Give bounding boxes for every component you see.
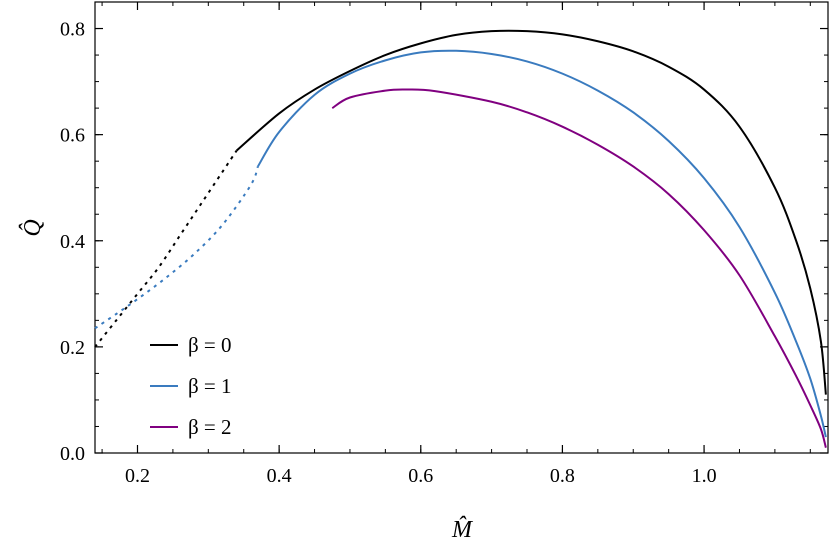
y-axis-label: Q̂: [19, 219, 46, 236]
series-0-dashed-line: [94, 150, 238, 348]
ticks: 0.2 0.4 0.6 0.8 1.0 0.0 0.2 0.4 0.6 0.8: [60, 2, 828, 487]
legend-label: β = 0: [188, 333, 232, 357]
plot-frame: [94, 1, 829, 454]
series-0-solid-line: [235, 29, 827, 395]
legend: β = 0 β = 1 β = 2: [150, 333, 232, 439]
y-tick-label: 0.8: [60, 19, 85, 41]
x-tick-label: 1.0: [692, 465, 717, 487]
y-tick-label: 0.0: [60, 443, 85, 465]
x-tick-label: 0.2: [125, 465, 150, 487]
series-layer: [94, 29, 827, 448]
y-tick-label: 0.4: [60, 231, 85, 253]
x-tick-label: 0.8: [550, 465, 575, 487]
series-1-solid-line: [257, 49, 827, 438]
series-1-dashed-line: [94, 166, 259, 330]
legend-label: β = 2: [188, 415, 232, 439]
x-tick-label: 0.4: [267, 465, 292, 487]
series-2-solid-line: [331, 88, 827, 448]
y-tick-label: 0.2: [60, 337, 85, 359]
x-tick-label: 0.6: [408, 465, 433, 487]
y-tick-label: 0.6: [60, 125, 85, 147]
legend-label: β = 1: [188, 374, 232, 398]
x-axis-label: M̂: [451, 516, 474, 543]
